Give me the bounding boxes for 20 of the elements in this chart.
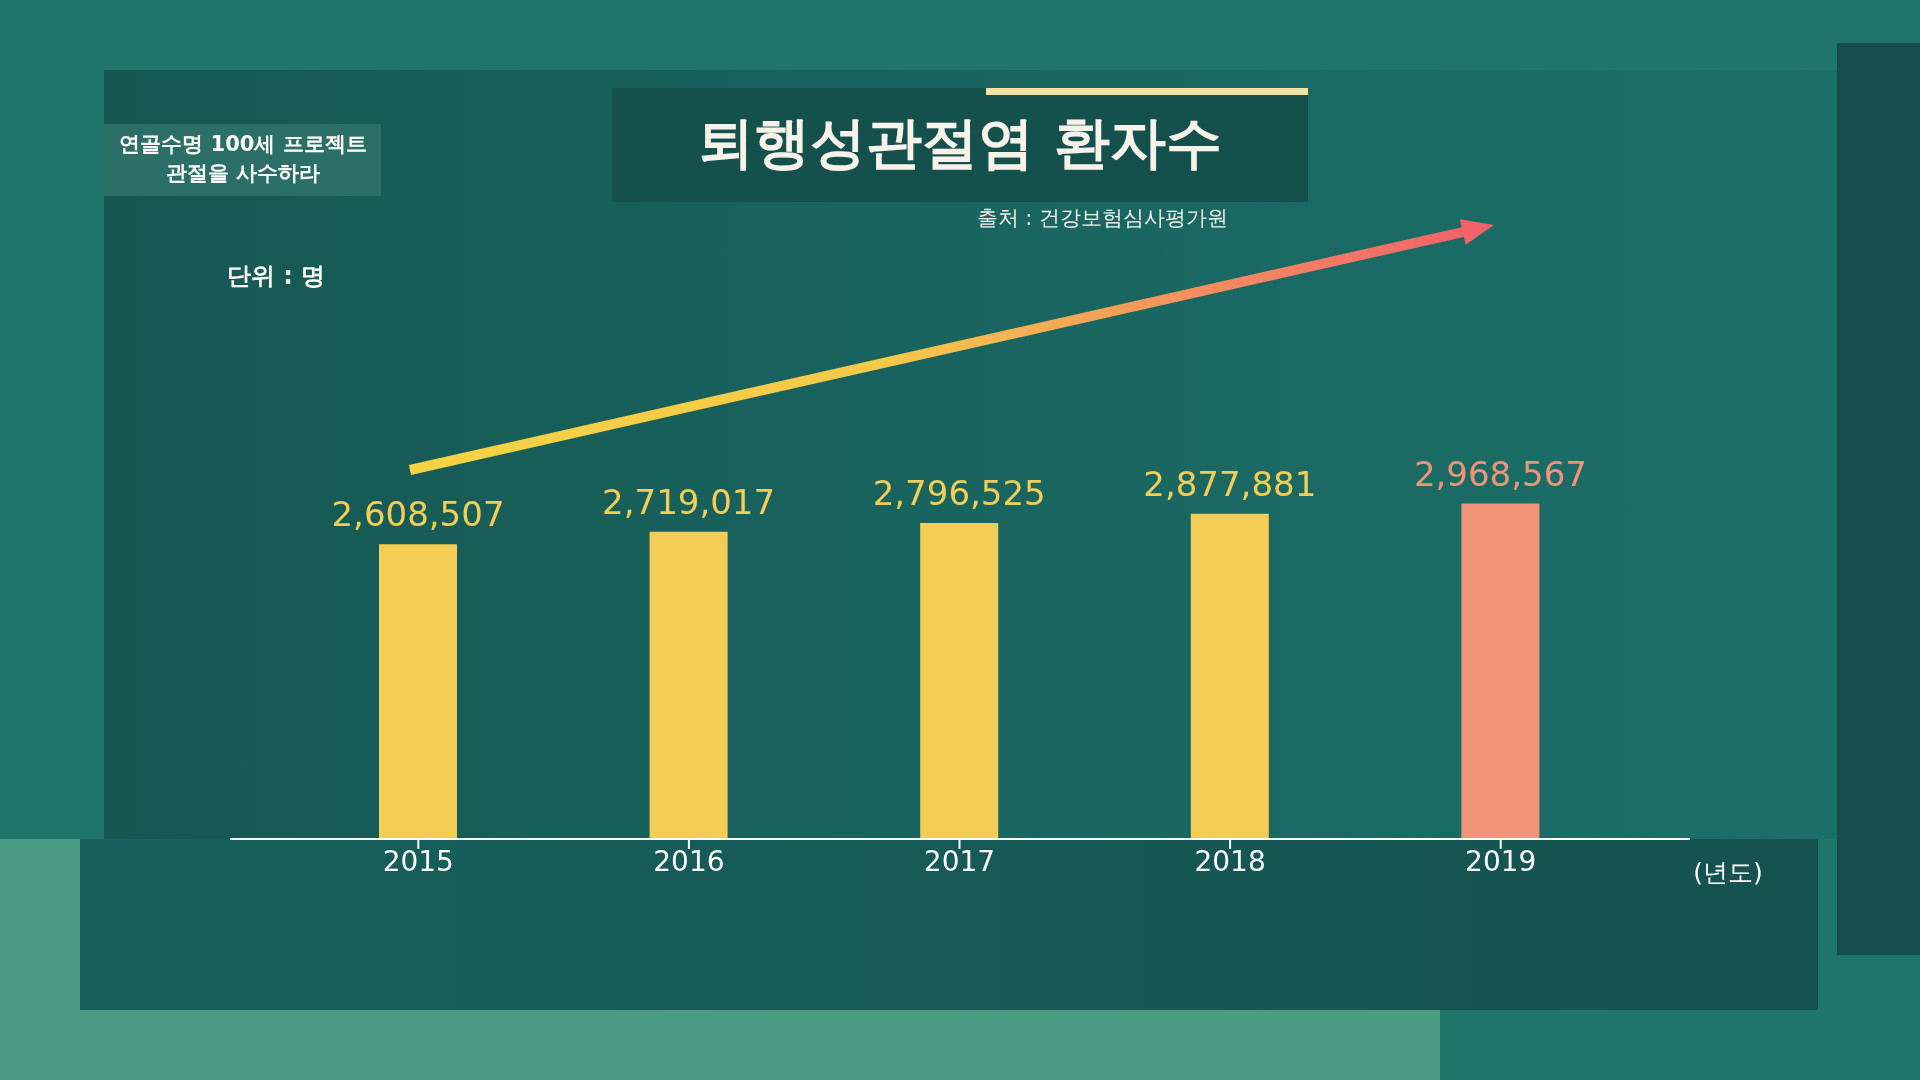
text: 단위 : 명 <box>226 262 326 290</box>
x-tick-label: 2019 <box>1465 844 1537 878</box>
data-label: 2,796,525 <box>872 472 1046 513</box>
data-label: 2,608,507 <box>331 494 505 535</box>
bar <box>379 544 457 839</box>
chart-title: 퇴행성관절염 환자수 <box>698 110 1222 175</box>
x-tick-label: 2017 <box>923 844 996 878</box>
x-tick-label: 2015 <box>382 844 454 878</box>
data-label: 2,719,017 <box>602 481 776 522</box>
data-label: 2,877,881 <box>1143 463 1317 504</box>
x-tick-label: 2018 <box>1194 844 1266 878</box>
source-note: 출처 : 건강보험심사평가원 <box>976 206 1228 230</box>
text: 연골수명 100세 프로젝트 관절을 사수하라 <box>119 132 367 185</box>
bar <box>920 522 999 839</box>
bar <box>649 531 728 839</box>
bar <box>1461 503 1540 839</box>
bar <box>1190 513 1269 839</box>
x-tick-label: 2016 <box>653 844 725 878</box>
x-axis-title: (년도) <box>1693 858 1763 887</box>
data-label: 2,968,567 <box>1413 453 1587 494</box>
